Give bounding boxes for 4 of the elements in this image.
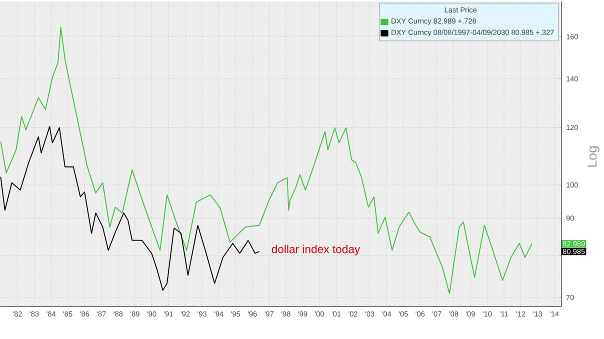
line-series [0,26,532,294]
line-series [0,126,260,291]
y-axis-title: Log [587,146,600,167]
annotation: dollar index today [272,244,360,256]
